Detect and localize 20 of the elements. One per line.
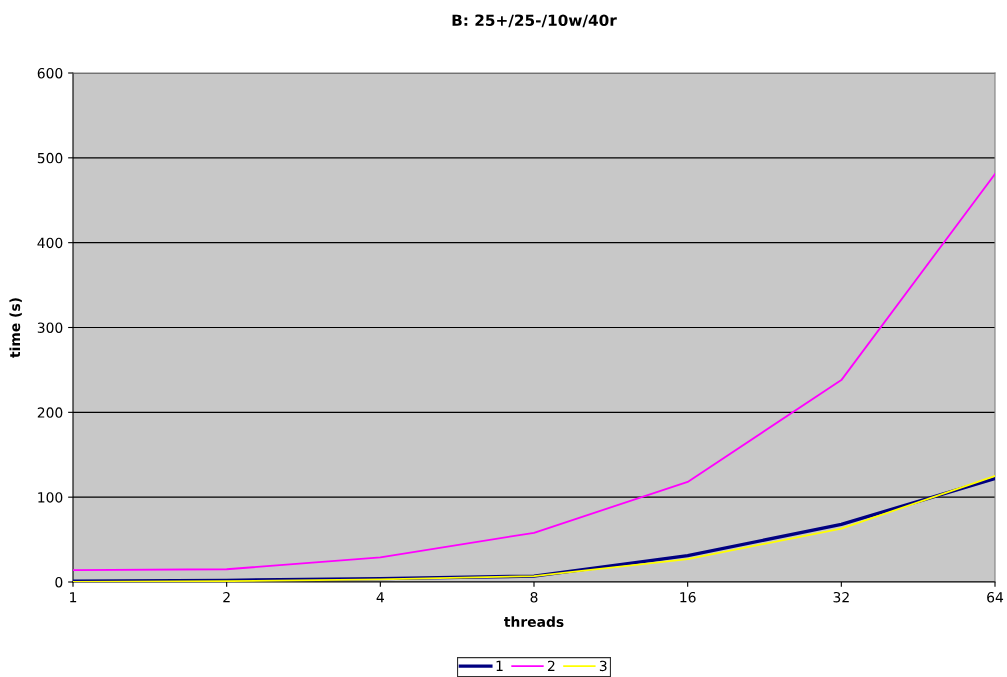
y-axis-title: time (s) <box>9 298 22 358</box>
chart-title: B: 25+/25-/10w/40r <box>452 14 617 28</box>
x-tick-label: 32 <box>833 591 849 603</box>
x-axis-title: threads <box>503 616 564 628</box>
legend-label: 1 <box>496 660 503 671</box>
x-tick-label: 16 <box>680 591 696 603</box>
x-tick-label: 8 <box>530 591 538 603</box>
y-tick-label: 200 <box>37 407 63 418</box>
x-tick-label: 2 <box>223 591 230 603</box>
y-tick-label: 400 <box>37 237 63 249</box>
y-tick-label: 0 <box>55 576 63 588</box>
x-tick-label: 64 <box>987 591 1004 603</box>
y-tick-label: 500 <box>37 152 63 164</box>
x-tick-label: 4 <box>376 592 384 603</box>
legend-label: 3 <box>599 660 607 672</box>
legend-label: 2 <box>547 660 555 671</box>
y-tick-label: 600 <box>37 67 63 79</box>
y-tick-label: 300 <box>37 322 63 333</box>
x-tick-label: 1 <box>70 592 77 603</box>
y-tick-label: 100 <box>38 492 63 503</box>
